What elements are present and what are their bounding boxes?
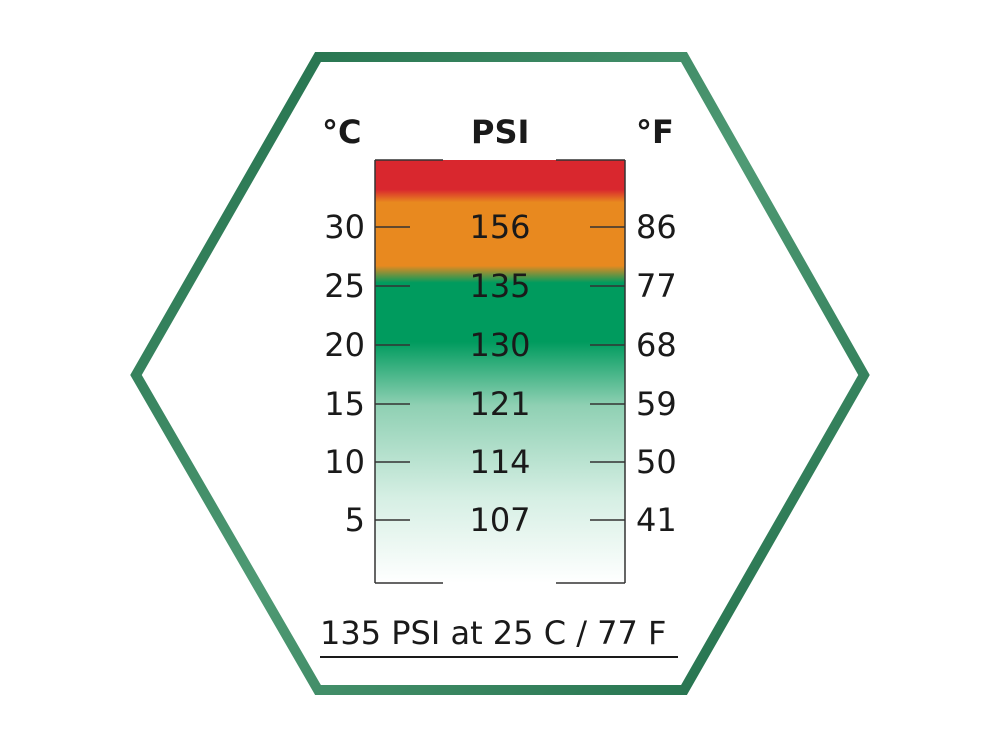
psi-value: 114 — [469, 443, 531, 481]
celsius-value: 30 — [324, 208, 365, 246]
psi-value: 156 — [469, 208, 531, 246]
celsius-value: 25 — [324, 267, 365, 305]
hexagon-frame — [130, 52, 870, 695]
celsius-header: °C — [322, 113, 362, 151]
fahrenheit-value: 68 — [636, 326, 677, 364]
fahrenheit-value: 50 — [636, 443, 677, 481]
celsius-value: 15 — [324, 385, 365, 423]
fahrenheit-value: 77 — [636, 267, 677, 305]
fahrenheit-value: 86 — [636, 208, 677, 246]
footer-note: 135 PSI at 25 C / 77 F — [320, 614, 678, 658]
celsius-value: 10 — [324, 443, 365, 481]
celsius-value: 5 — [344, 501, 365, 539]
fahrenheit-header: °F — [636, 113, 674, 151]
pressure-bar — [375, 160, 625, 583]
celsius-value: 20 — [324, 326, 365, 364]
psi-value: 107 — [469, 501, 531, 539]
fahrenheit-value: 41 — [636, 501, 677, 539]
psi-value: 121 — [469, 385, 531, 423]
fahrenheit-value: 59 — [636, 385, 677, 423]
psi-value: 130 — [469, 326, 531, 364]
psi-value: 135 — [469, 267, 531, 305]
psi-header: PSI — [471, 113, 530, 151]
